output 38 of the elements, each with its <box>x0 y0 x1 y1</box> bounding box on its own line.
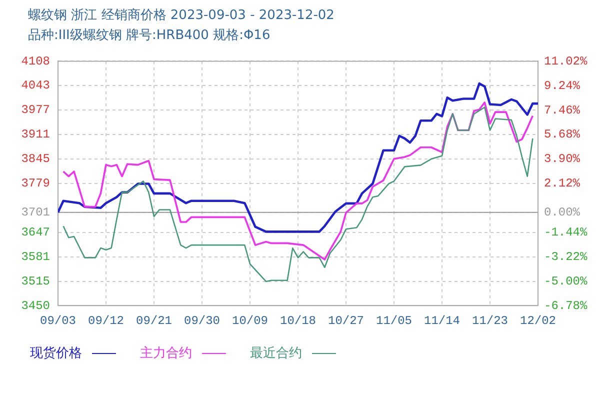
x-tick-label: 09/03 <box>40 314 76 328</box>
y2-tick-label: -3.22% <box>544 250 588 264</box>
y2-tick-label: -1.44% <box>544 225 588 240</box>
y-tick-label: 4043 <box>21 78 50 93</box>
y2-tick-label: 7.46% <box>544 103 581 118</box>
y2-tick-label: 0.00% <box>544 206 581 220</box>
chart-subtitle: 品种:III级螺纹钢 牌号:HRB400 规格:Φ16 <box>28 27 272 45</box>
y-tick-label: 3911 <box>21 128 50 142</box>
legend-label: 主力合约 <box>140 345 192 362</box>
y2-tick-label: 9.24% <box>544 78 581 93</box>
x-tick-label: 10/18 <box>280 314 316 328</box>
x-tick-label: 09/21 <box>136 314 172 328</box>
legend-label: 最近合约 <box>250 345 302 362</box>
y2-tick-label: 11.02% <box>544 54 588 68</box>
y-tick-label: 3515 <box>21 274 50 289</box>
y-tick-label: 3977 <box>21 103 50 118</box>
y-tick-label: 4108 <box>21 54 50 68</box>
y2-tick-label: -6.78% <box>544 298 588 313</box>
y2-tick-label: 5.68% <box>544 128 581 142</box>
y2-tick-label: -5.00% <box>544 274 588 288</box>
y2-tick-label: 3.90% <box>544 152 581 166</box>
y-tick-label: 3647 <box>21 226 50 240</box>
x-tick-label: 09/12 <box>88 314 124 328</box>
x-tick-label: 12/02 <box>520 314 556 328</box>
y-tick-label: 3701 <box>21 206 50 220</box>
y-tick-label: 3450 <box>21 298 50 313</box>
x-tick-label: 11/05 <box>376 314 412 328</box>
y2-tick-label: 2.12% <box>544 176 581 191</box>
y-tick-label: 3779 <box>21 176 50 191</box>
x-tick-label: 11/23 <box>472 314 508 328</box>
legend-label: 现货价格 <box>30 345 82 362</box>
x-tick-label: 10/27 <box>328 314 364 328</box>
y-tick-label: 3845 <box>21 152 50 166</box>
x-tick-label: 09/30 <box>184 314 220 328</box>
y-tick-label: 3581 <box>21 250 50 264</box>
x-tick-label: 10/09 <box>232 314 268 328</box>
chart-title: 螺纹钢 浙江 经销商价格 2023-09-03 - 2023-12-02 <box>28 7 336 25</box>
x-tick-label: 11/14 <box>424 314 460 328</box>
